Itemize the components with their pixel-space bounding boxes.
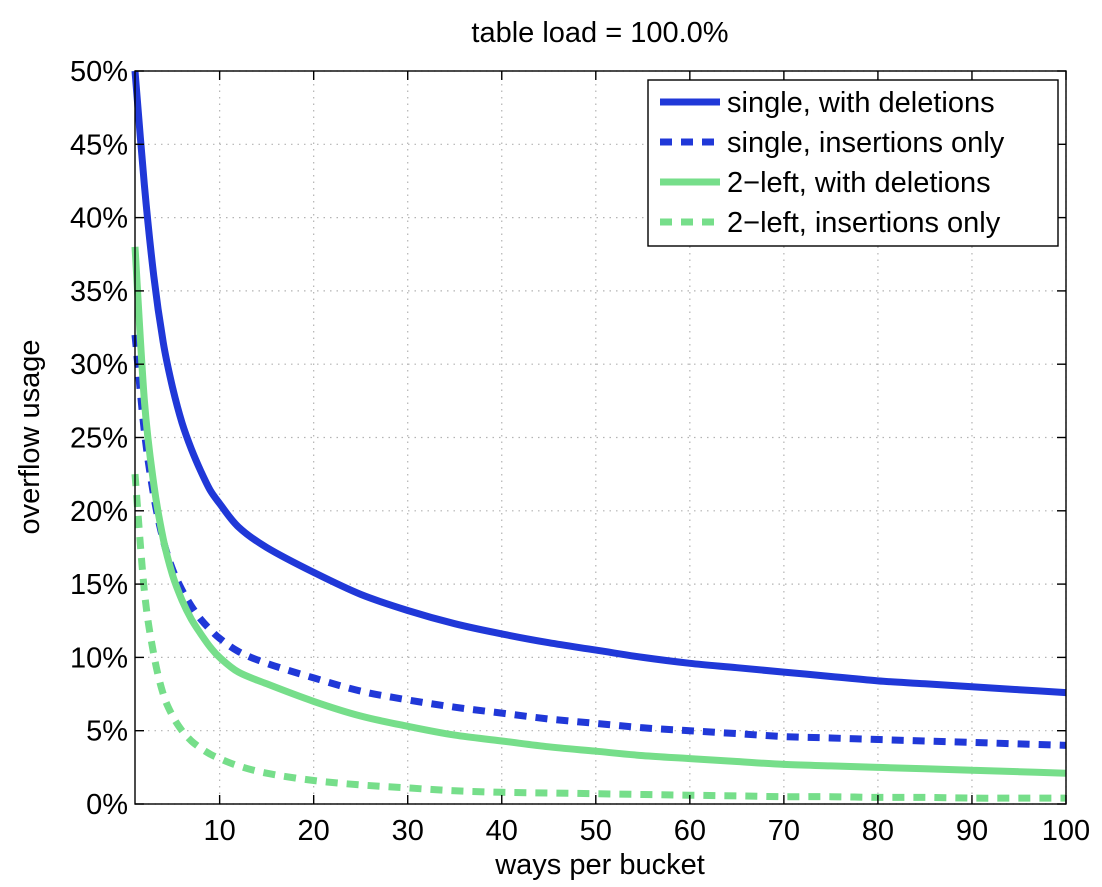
y-tick-label: 40%	[70, 203, 128, 235]
legend-label-single-with-deletions: single, with deletions	[727, 87, 995, 119]
x-tick-label: 10	[204, 815, 236, 847]
y-tick-label: 15%	[70, 569, 128, 601]
x-tick-label: 90	[956, 815, 988, 847]
x-axis-label: ways per bucket	[494, 849, 705, 881]
legend-label-2-left-with-deletions: 2−left, with deletions	[727, 167, 991, 199]
legend: single, with deletions single, insertions…	[647, 79, 1059, 247]
y-tick-label: 10%	[70, 642, 128, 674]
legend-box	[647, 79, 1059, 247]
y-tick-label: 0%	[86, 789, 128, 821]
y-tick-label: 35%	[70, 276, 128, 308]
y-tick-label: 5%	[86, 716, 128, 748]
x-tick-label: 100	[1042, 815, 1090, 847]
y-tick-label: 30%	[70, 349, 128, 381]
series-layer	[131, 70, 1067, 802]
x-tick-label: 70	[768, 815, 800, 847]
x-axis: 10 20 30 40 50 60 70 80 90 100	[204, 71, 1090, 847]
series-line-single-with-deletions	[131, 70, 1067, 697]
y-axis-label: overflow usage	[14, 339, 46, 534]
chart-title: table load = 100.0%	[471, 17, 728, 49]
x-tick-label: 80	[862, 815, 894, 847]
x-tick-label: 20	[298, 815, 330, 847]
y-tick-label: 25%	[70, 423, 128, 455]
x-tick-label: 30	[392, 815, 424, 847]
y-tick-label: 45%	[70, 129, 128, 161]
y-axis: 0% 5% 10% 15% 20% 25% 30% 35% 40% 45% 50%	[70, 56, 1066, 821]
x-tick-label: 60	[674, 815, 706, 847]
x-tick-label: 50	[580, 815, 612, 847]
y-tick-label: 20%	[70, 496, 128, 528]
y-tick-label: 50%	[70, 56, 128, 88]
x-tick-label: 40	[486, 815, 518, 847]
legend-label-single-insertions-only: single, insertions only	[727, 127, 1005, 159]
series-line-2-left-with-deletions	[131, 246, 1067, 777]
series-line-2-left-insertions-only	[131, 473, 1066, 802]
legend-label-2-left-insertions-only: 2−left, insertions only	[727, 207, 1001, 239]
